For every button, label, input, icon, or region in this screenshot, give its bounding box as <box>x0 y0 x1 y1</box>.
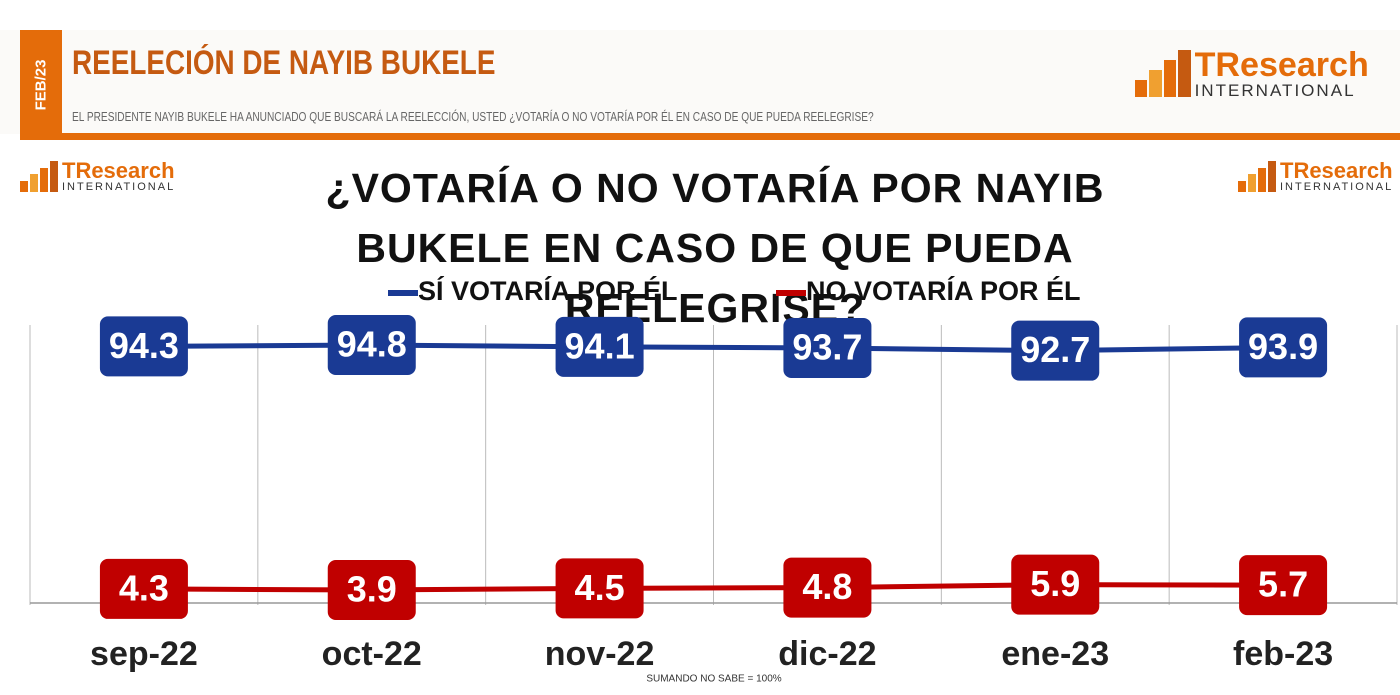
logo-icon <box>1135 49 1191 98</box>
value-box <box>99 558 188 619</box>
data-label: 3.9 <box>347 569 397 610</box>
legend-label: SÍ VOTARÍA POR ÉL <box>418 275 678 306</box>
data-label: 93.9 <box>1248 326 1318 367</box>
logo-icon <box>20 161 58 192</box>
value-box <box>1239 555 1328 616</box>
data-label: 94.3 <box>109 325 179 366</box>
data-label: 5.9 <box>1030 563 1080 604</box>
value-box <box>555 558 644 619</box>
x-tick-label: sep-22 <box>90 635 198 673</box>
data-label: 4.8 <box>802 566 852 607</box>
logo: TResearch INTERNATIONAL <box>1135 48 1369 99</box>
x-tick-label: nov-22 <box>545 635 655 673</box>
value-box <box>1011 554 1100 615</box>
value-box <box>327 315 416 375</box>
x-tick-label: feb-23 <box>1233 635 1333 673</box>
x-tick-label: ene-23 <box>1001 635 1109 673</box>
data-label: 94.8 <box>337 324 407 365</box>
value-box <box>783 557 872 618</box>
header-title: REELECIÓN DE NAYIB BUKELE <box>72 44 496 82</box>
logo: TResearch INTERNATIONAL <box>20 160 175 193</box>
logo-brand: TResearch <box>1194 46 1369 84</box>
logo-brand: TResearch <box>62 158 175 183</box>
value-box <box>327 560 416 620</box>
value-box <box>783 317 872 378</box>
x-tick-label: oct-22 <box>322 635 422 673</box>
data-label: 92.7 <box>1020 329 1090 370</box>
logo: TResearch INTERNATIONAL <box>1238 160 1393 193</box>
logo-sub: INTERNATIONAL <box>1280 181 1394 193</box>
value-box <box>555 316 644 377</box>
x-tick-label: dic-22 <box>778 635 876 673</box>
data-label: 5.7 <box>1258 564 1308 605</box>
value-box <box>1011 320 1100 381</box>
data-label: 94.1 <box>565 325 635 366</box>
note: SUMANDO NO SABE = 100% <box>646 674 781 685</box>
value-box <box>1239 317 1328 378</box>
header-rule <box>20 133 1400 140</box>
data-label: 93.7 <box>792 326 862 367</box>
series-line <box>143 342 1284 354</box>
data-label: 4.5 <box>575 567 625 608</box>
logo-brand: TResearch <box>1280 158 1393 183</box>
logo-sub: INTERNATIONAL <box>1194 81 1356 101</box>
date-tag: FEB/23 <box>20 30 62 140</box>
legend-label: NO VOTARÍA POR ÉL <box>806 275 1081 306</box>
data-label: 4.3 <box>119 567 169 608</box>
header-subtitle: EL PRESIDENTE NAYIB BUKELE HA ANUNCIADO … <box>72 109 874 124</box>
logo-icon <box>1238 161 1276 192</box>
logo-sub: INTERNATIONAL <box>62 181 176 193</box>
chart-title: ¿VOTARÍA O NO VOTARÍA POR NAYIB BUKELE E… <box>325 165 1105 331</box>
value-box <box>99 316 188 377</box>
